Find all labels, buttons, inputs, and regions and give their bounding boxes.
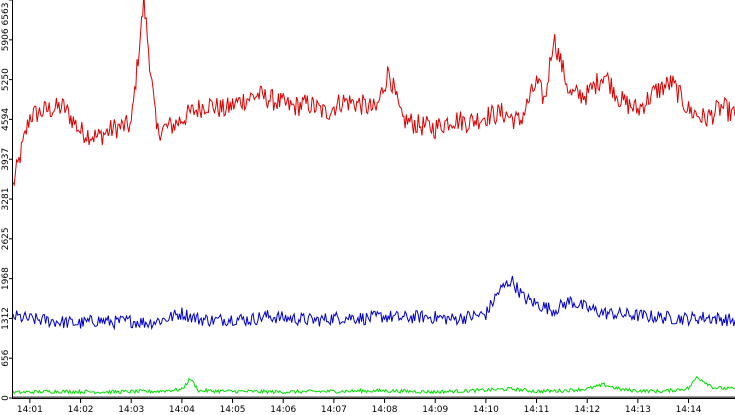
x-tick-layer: 14:01 14:02 14:03 14:04 14:05 14:06 14:07 14:08…: [17, 398, 702, 415]
x-tick-label: 14:03: [118, 405, 144, 415]
series-line-2: [12, 275, 735, 331]
x-tick-label: 14:13: [625, 405, 651, 415]
series-line-3: [12, 375, 735, 395]
y-tick-label: 0: [1, 395, 11, 401]
y-tick-label: 5906: [1, 28, 11, 51]
x-tick-label: 14:04: [169, 405, 195, 415]
y-tick-layer: 0 656 1312 1968 2625 3281 3937 4594 5250 5906 6563: [1, 0, 13, 401]
y-tick-label: 656: [1, 349, 11, 366]
series-layer: [12, 0, 735, 398]
x-tick-label: 14:02: [68, 405, 94, 415]
y-tick-label: 3937: [1, 148, 11, 171]
x-tick-label: 14:06: [270, 405, 296, 415]
x-tick-label: 14:14: [676, 405, 702, 415]
y-tick-label: 1968: [1, 267, 11, 290]
x-tick-label: 14:12: [574, 405, 600, 415]
x-tick-label: 14:01: [17, 405, 43, 415]
y-tick-label: 3281: [1, 188, 11, 211]
y-tick-label: 1312: [1, 307, 11, 330]
x-tick-label: 14:11: [524, 405, 550, 415]
y-tick-label: 6563: [1, 3, 11, 26]
y-tick-label: 4594: [1, 108, 11, 131]
x-tick-label: 14:08: [372, 405, 398, 415]
y-tick-label: 5250: [1, 68, 11, 91]
y-tick-label: 2625: [1, 227, 11, 250]
x-tick-label: 14:07: [321, 405, 347, 415]
x-tick-label: 14:09: [422, 405, 448, 415]
series-line-1: [12, 0, 735, 187]
x-tick-label: 14:10: [473, 405, 499, 415]
x-tick-label: 14:05: [220, 405, 246, 415]
